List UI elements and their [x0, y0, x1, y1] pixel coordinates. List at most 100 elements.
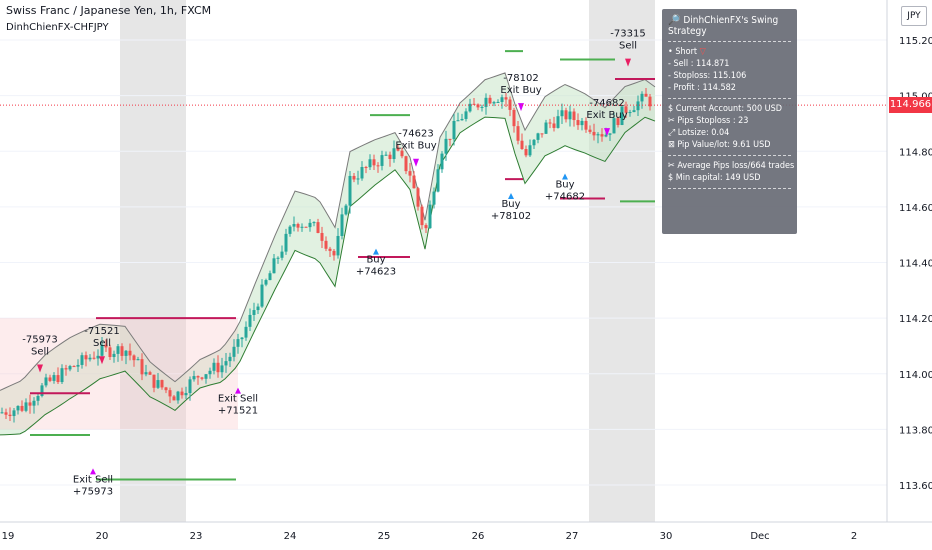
candle-body: [484, 97, 488, 107]
magnifier-icon: 🔎: [668, 15, 681, 26]
candle-body: [576, 120, 580, 126]
band-lower-line: [0, 116, 656, 436]
candle-body: [532, 139, 536, 146]
candle-body: [636, 101, 640, 111]
candle-body: [96, 355, 100, 359]
candle-body: [448, 138, 452, 140]
candle-body: [496, 101, 500, 103]
candle-body: [540, 133, 544, 135]
candle-body: [132, 355, 136, 361]
y-tick-label: 114.800: [899, 147, 932, 158]
candle-body: [524, 149, 528, 156]
sell-row: - Sell : 114.871: [668, 59, 730, 69]
signal-label-bottom: +78102: [491, 211, 531, 222]
candle-body: [256, 306, 260, 311]
candle-body: [328, 248, 332, 251]
candle-body: [8, 414, 12, 417]
candle-body: [436, 169, 440, 192]
candle-body: [288, 226, 292, 234]
candle-body: [596, 134, 600, 136]
signal-label-top: Exit Sell: [73, 474, 113, 485]
trade-signal-buy: Buy+74623: [356, 248, 396, 278]
candle-body: [156, 380, 160, 388]
up-arrow-icon: [562, 173, 568, 180]
band-fill: [0, 72, 655, 435]
y-tick-label: 114.600: [899, 203, 932, 214]
candle-body: [580, 120, 584, 126]
up-arrow-icon: [235, 387, 241, 394]
candle-body: [168, 390, 172, 397]
candle-body: [48, 377, 52, 381]
candle-body: [472, 103, 476, 105]
weekend-block: [120, 0, 186, 522]
candle-body: [372, 159, 376, 166]
candle-body: [264, 280, 268, 285]
signal-label-top: -74682: [589, 98, 624, 109]
candle-body: [600, 134, 604, 137]
candle-body: [220, 365, 224, 373]
candle-body: [552, 123, 556, 128]
candle-body: [72, 366, 76, 368]
down-arrow-icon: [99, 356, 105, 365]
candle-body: [144, 372, 148, 375]
candle-body: [280, 251, 284, 258]
candle-body: [172, 396, 176, 401]
chart-title: Swiss Franc / Japanese Yen, 1h, FXCM: [6, 4, 212, 17]
candle-body: [624, 106, 628, 113]
x-tick-label: 23: [190, 531, 203, 542]
signal-label-top: -71521: [84, 326, 119, 337]
candle-body: [180, 391, 184, 396]
weekend-shading: [120, 0, 655, 522]
candle-body: [84, 355, 88, 360]
candle-body: [192, 376, 196, 380]
candle-body: [536, 133, 540, 140]
candle-body: [544, 122, 548, 134]
candle-body: [604, 134, 608, 137]
candle-body: [316, 222, 320, 233]
band-red-zone: [0, 318, 238, 430]
candle-body: [312, 222, 316, 224]
candle-body: [100, 344, 104, 356]
candle-body: [112, 353, 116, 358]
candle-body: [292, 224, 296, 227]
signal-label-bottom: +74682: [545, 192, 585, 203]
signal-label-bottom: Exit Buy: [395, 141, 436, 152]
candle-body: [188, 379, 192, 394]
trade-signal-exit-sell: Exit Sell+75973: [73, 468, 113, 497]
candle-body: [620, 106, 624, 125]
candle-body: [304, 226, 308, 228]
candle-body: [240, 337, 244, 340]
candle-body: [272, 258, 276, 274]
candle-body: [136, 359, 140, 361]
average-pips-row: ✂ Average Pips loss/664 trades : 31: [668, 161, 813, 171]
candle-body: [644, 93, 648, 97]
candle-body: [360, 167, 364, 179]
candle-body: [572, 111, 576, 121]
candle-body: [228, 356, 232, 362]
candle-body: [404, 156, 408, 172]
candle-body: [512, 109, 516, 127]
candle-body: [92, 357, 96, 359]
bullet-icon: •: [668, 47, 673, 57]
down-arrow-icon: [604, 128, 610, 137]
last-price-tag: 114.966: [889, 97, 932, 114]
y-tick-label: 114.000: [899, 370, 932, 381]
trade-signal-buy: Buy+78102: [491, 192, 531, 222]
current-account-row: $ Current Account: 500 USD: [668, 104, 782, 114]
candle-body: [616, 118, 620, 125]
candle-body: [444, 138, 448, 154]
candle-body: [56, 375, 60, 383]
candle-body: [492, 102, 496, 104]
currency-button[interactable]: JPY: [901, 6, 927, 26]
candle-body: [184, 393, 188, 396]
candle-body: [384, 154, 388, 156]
candle-body: [452, 121, 456, 140]
signal-label-bottom: +71521: [218, 406, 258, 417]
candle-body: [364, 167, 368, 169]
candle-body: [476, 104, 480, 108]
